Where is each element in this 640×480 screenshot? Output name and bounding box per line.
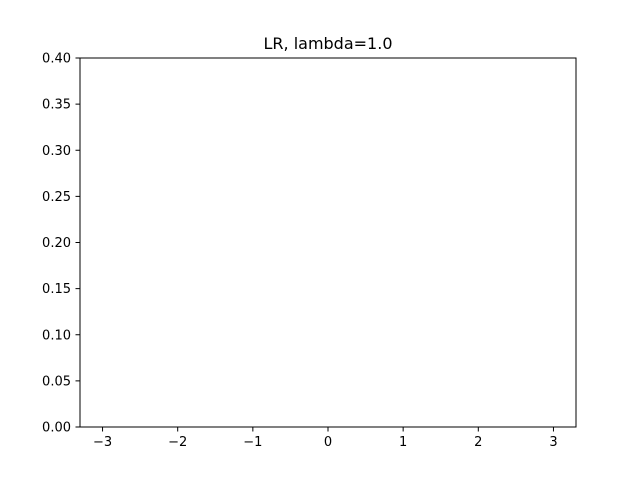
y-tick-label: 0.25 [42,190,71,205]
axes-frame [79,57,577,428]
x-axis: −3 −2 −1 0 1 2 3 [93,427,558,450]
y-axis: 0.00 0.05 0.10 0.15 0.20 0.25 0.30 0.35 0.40 [42,52,80,436]
y-tick-label: 0.20 [42,236,71,251]
y-tick-label: 0.10 [42,328,71,343]
y-tick-label: 0.40 [42,52,71,67]
x-tick-label: −3 [93,435,112,450]
x-tick-label: −1 [243,435,262,450]
x-tick-label: 0 [324,435,332,450]
y-tick-label: 0.30 [42,144,71,159]
y-tick-label: 0.35 [42,98,71,113]
y-tick-label: 0.00 [42,421,71,436]
chart-title: LR, lambda=1.0 [263,34,392,53]
x-tick-label: −2 [168,435,187,450]
y-tick-label: 0.05 [42,374,71,389]
x-tick-label: 3 [549,435,557,450]
x-tick-label: 2 [474,435,482,450]
x-tick-label: 1 [399,435,407,450]
y-tick-label: 0.15 [42,282,71,297]
